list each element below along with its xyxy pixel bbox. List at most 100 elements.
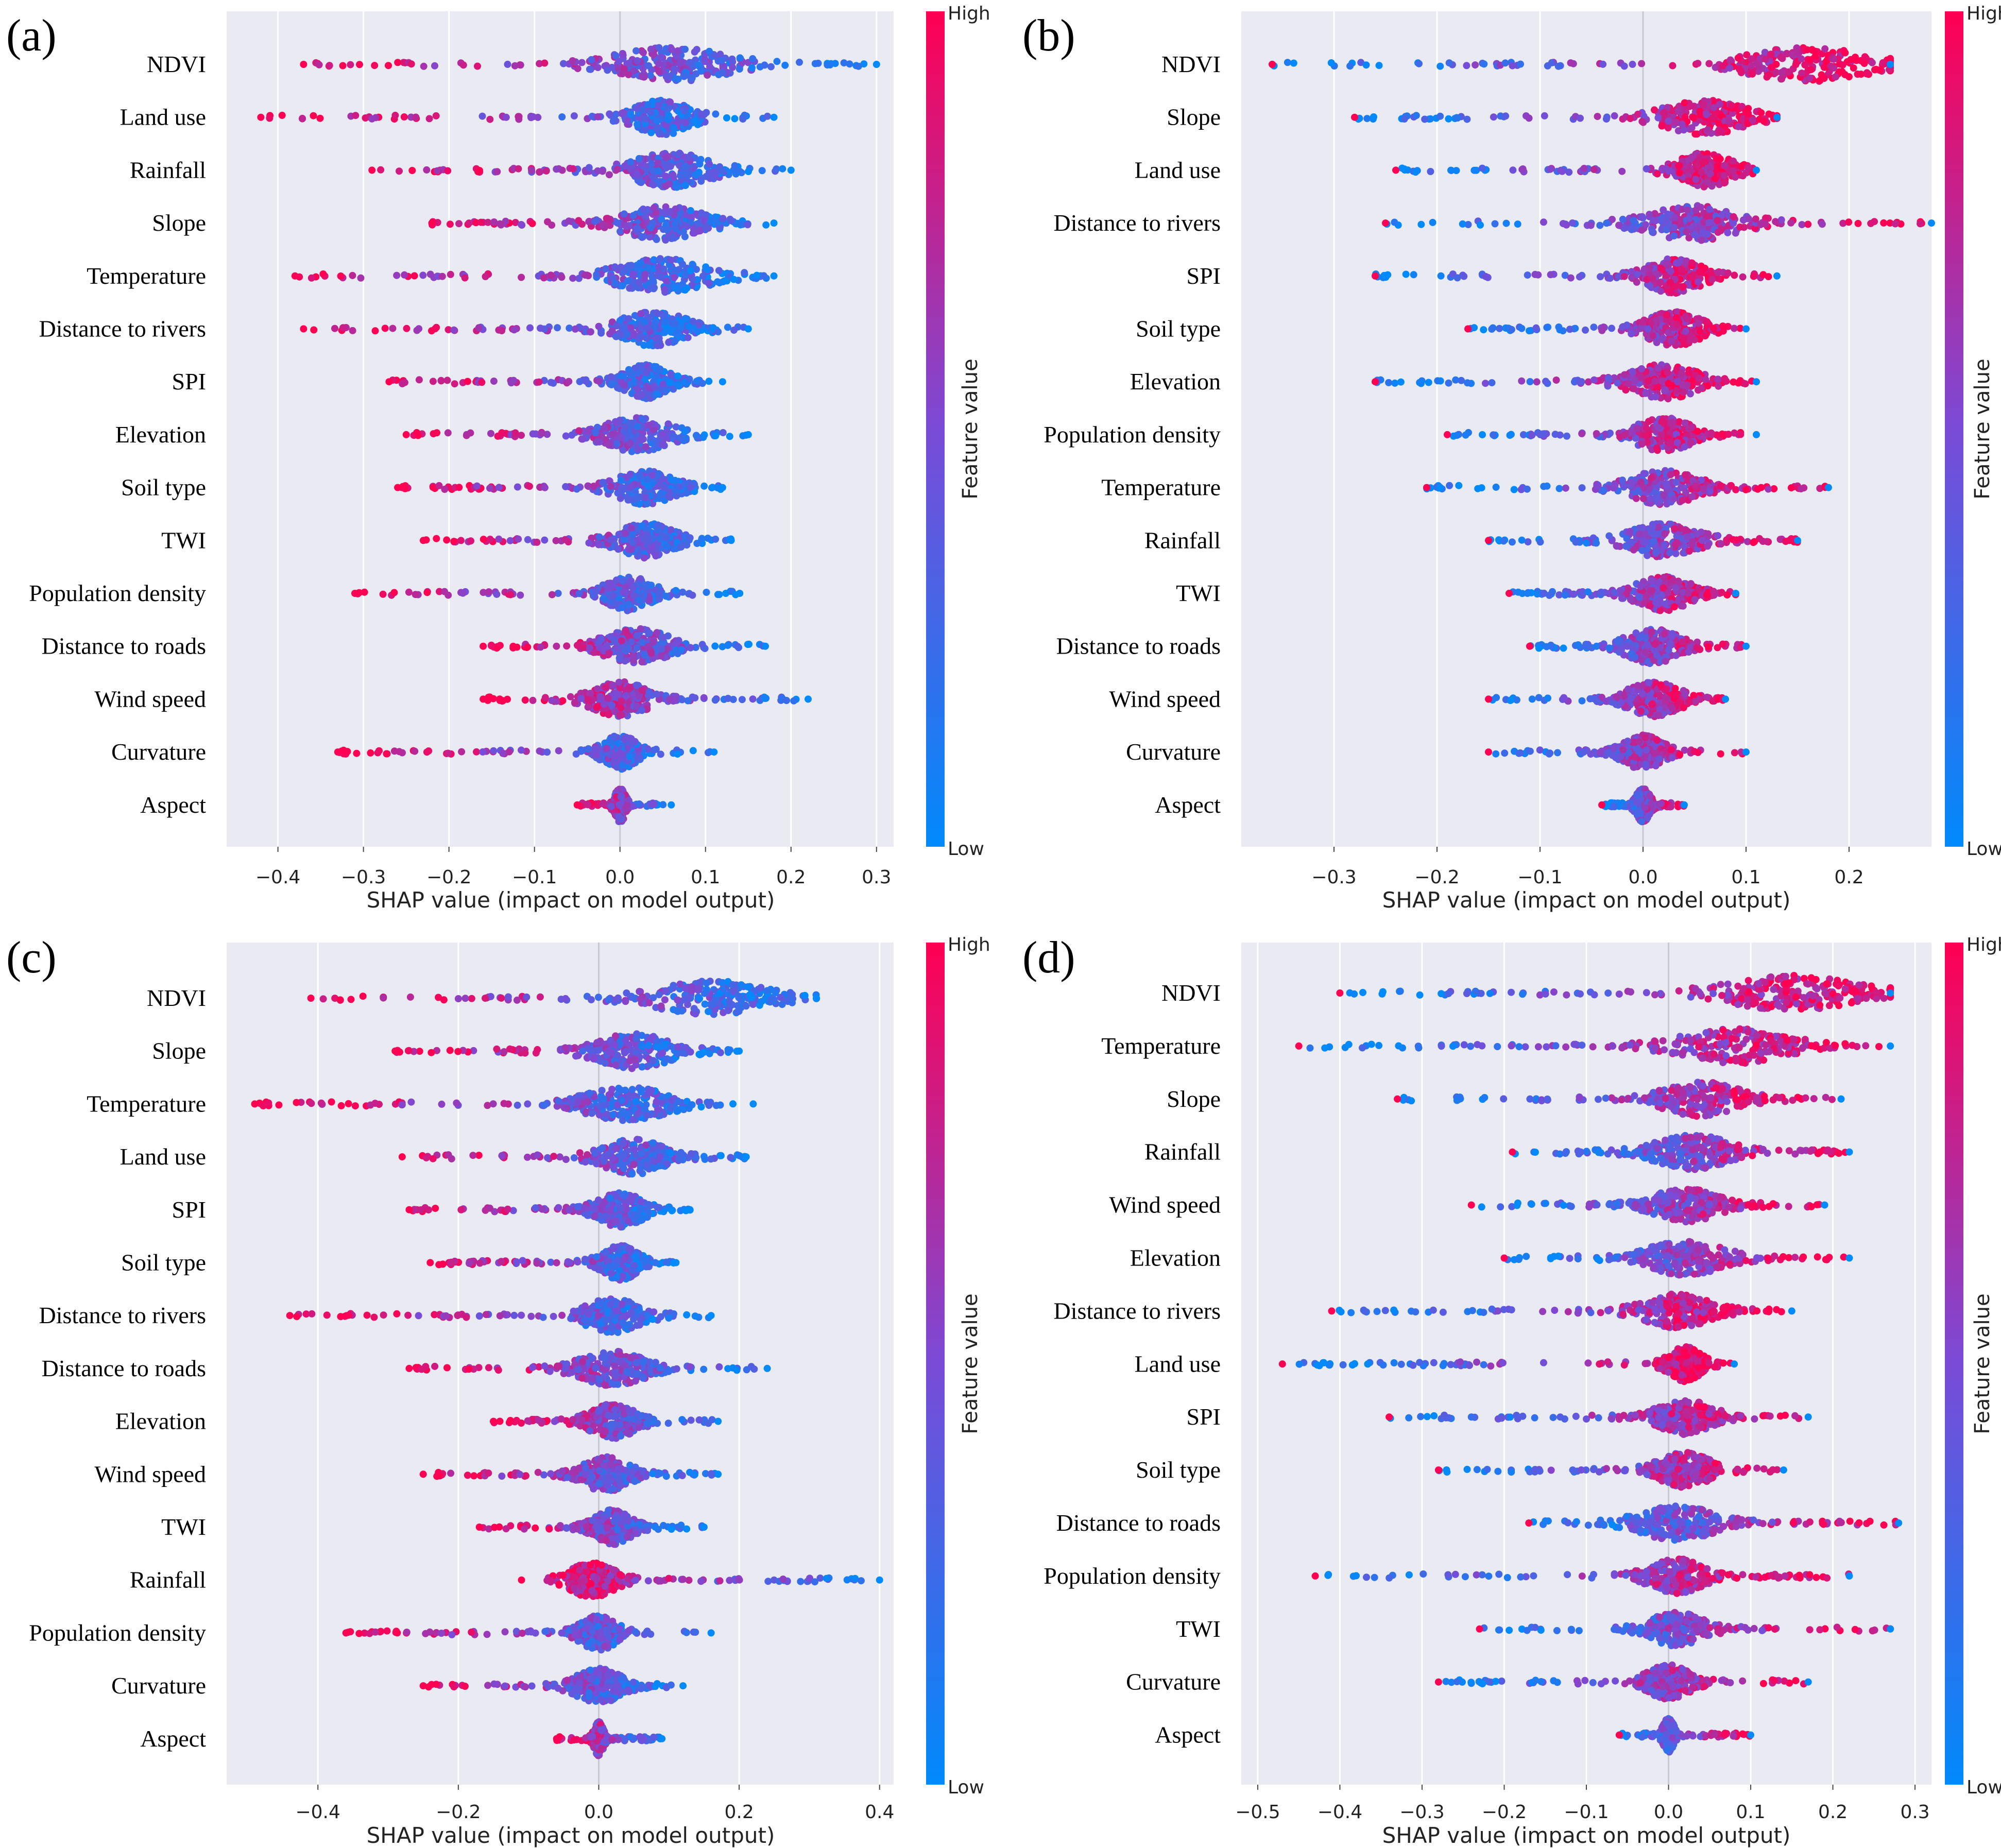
- shap-point: [681, 221, 689, 229]
- x-axis-a: −0.4 −0.3 −0.2 −0.1 0.0 0.1 0.2 0.3: [255, 847, 891, 888]
- shap-point: [639, 206, 647, 213]
- shap-point: [574, 65, 582, 73]
- shap-point: [349, 271, 356, 279]
- shap-point: [727, 217, 735, 225]
- shap-point: [730, 276, 738, 283]
- shap-point: [1753, 166, 1760, 174]
- shap-point: [1603, 113, 1611, 121]
- shap-point: [689, 591, 696, 599]
- colorbar-gradient-a: [926, 11, 945, 847]
- shap-point: [622, 627, 630, 635]
- shap-point: [1696, 153, 1704, 161]
- shap-point: [1735, 123, 1742, 130]
- shap-point: [486, 115, 494, 123]
- shap-point: [1749, 116, 1756, 124]
- shap-point: [446, 220, 454, 228]
- shap-point: [1868, 59, 1876, 66]
- shap-point: [1519, 165, 1527, 173]
- shap-point: [787, 166, 795, 174]
- shap-point: [524, 536, 532, 543]
- shap-point: [619, 70, 626, 78]
- shap-point: [1427, 168, 1434, 175]
- shap-point: [634, 385, 641, 393]
- shap-point: [618, 604, 626, 611]
- shap-point: [502, 113, 510, 121]
- shap-point: [547, 271, 555, 279]
- shap-point: [873, 61, 880, 68]
- shap-point: [607, 802, 615, 810]
- shap-point: [396, 167, 403, 175]
- shap-point: [1548, 59, 1555, 66]
- shap-point: [585, 217, 593, 225]
- shap-point: [736, 65, 743, 73]
- shap-point: [1854, 71, 1861, 78]
- shap-point: [719, 484, 726, 491]
- shap-point: [1577, 114, 1584, 122]
- shap-point: [621, 162, 628, 170]
- shap-point: [616, 712, 624, 719]
- shap-point: [587, 328, 594, 336]
- shap-point: [672, 587, 680, 594]
- shap-point: [394, 59, 402, 66]
- shap-point: [562, 432, 570, 440]
- shap-point: [537, 643, 544, 651]
- shap-point: [426, 270, 434, 278]
- shap-point: [677, 210, 685, 217]
- shap-point: [1748, 55, 1755, 63]
- shap-point: [1752, 215, 1759, 223]
- shap-point: [647, 108, 655, 116]
- shap-point: [1806, 56, 1814, 64]
- shap-point: [444, 167, 452, 175]
- shap-point: [478, 112, 486, 120]
- shap-point: [764, 112, 771, 120]
- shap-point: [1730, 167, 1737, 175]
- shap-point: [688, 74, 696, 82]
- shap-point: [490, 747, 498, 755]
- shap-point: [584, 696, 592, 704]
- shap-point: [1742, 108, 1750, 115]
- shap-point: [655, 256, 663, 264]
- shap-point: [626, 752, 634, 760]
- x-axis-label-a: SHAP value (impact on model output): [367, 887, 775, 913]
- shap-point: [300, 61, 307, 68]
- shap-point: [278, 111, 286, 119]
- shap-point: [659, 431, 666, 438]
- shap-point: [487, 430, 494, 437]
- shap-point: [433, 167, 441, 175]
- shap-point: [716, 224, 724, 231]
- shap-point: [450, 326, 458, 334]
- shap-point: [316, 114, 324, 122]
- shap-point: [593, 751, 601, 759]
- shap-point: [626, 484, 634, 491]
- shap-point: [493, 168, 501, 176]
- shap-point: [645, 341, 653, 349]
- x-tick-label: 0.1: [691, 867, 720, 888]
- shap-point: [1580, 165, 1588, 172]
- shap-point: [1703, 111, 1711, 118]
- shap-point: [683, 172, 691, 179]
- shap-point: [699, 434, 707, 441]
- shap-point: [1375, 62, 1383, 70]
- shap-point: [1716, 100, 1723, 108]
- shap-point: [675, 382, 683, 390]
- shap-point: [524, 643, 532, 651]
- shap-point: [622, 529, 629, 537]
- shap-point: [1716, 155, 1724, 163]
- shap-point: [1658, 122, 1666, 130]
- shap-point: [495, 326, 503, 334]
- shap-point: [629, 270, 637, 278]
- shap-point: [643, 369, 651, 377]
- feature-label: Wind speed: [94, 686, 206, 712]
- shap-point: [535, 378, 543, 386]
- shap-point: [663, 542, 671, 550]
- shap-point: [1445, 59, 1453, 67]
- shap-point: [723, 114, 730, 122]
- shap-point: [745, 168, 752, 175]
- shap-point: [657, 54, 665, 61]
- shap-point: [700, 694, 708, 701]
- shap-point: [1860, 60, 1868, 67]
- shap-point: [638, 687, 646, 694]
- shap-point: [637, 625, 644, 632]
- shap-point: [405, 588, 413, 596]
- feature-label: Rainfall: [130, 157, 206, 183]
